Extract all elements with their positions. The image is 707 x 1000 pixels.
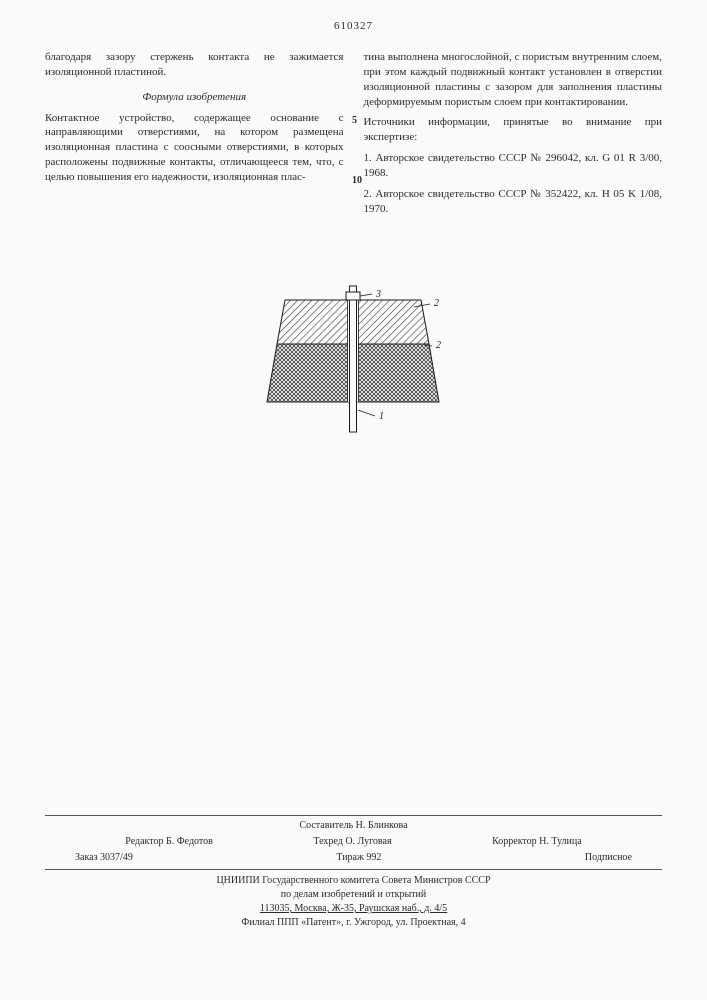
left-column: благодаря зазору стержень контакта не за… [45,50,344,222]
footer-block: Составитель Н. Блинкова Редактор Б. Федо… [45,815,662,930]
left-p2: Контактное устройство, содержащее основа… [45,111,344,185]
line-number-10: 10 [352,175,362,186]
formula-heading: Формула изобретения [45,90,344,105]
right-column: тина выполнена многослойной, с пористым … [364,50,663,222]
footer-editor: Редактор Б. Федотов [125,835,213,849]
footer-editors-row: Редактор Б. Федотов Техред О. Луговая Ко… [45,835,662,849]
footer-addr2: Филиал ППП «Патент», г. Ужгород, ул. Про… [45,916,662,930]
footer-composer-row: Составитель Н. Блинкова [45,819,662,833]
right-p3: 1. Авторское свидетельство СССР № 296042… [364,151,663,181]
footer-corrector: Корректор Н. Тулица [492,835,582,849]
footer-org2: по делам изобретений и открытий [45,888,662,902]
footer-techred: Техред О. Луговая [313,835,391,849]
svg-text:1: 1 [379,411,384,422]
svg-text:2: 2 [434,298,439,309]
text-columns: благодаря зазору стержень контакта не за… [45,50,662,222]
document-number: 610327 [45,20,662,32]
footer-org1: ЦНИИПИ Государственного комитета Совета … [45,874,662,888]
footer-tirazh: Тираж 992 [336,851,381,865]
line-number-5: 5 [352,115,357,126]
svg-text:3: 3 [375,289,381,300]
figure-container: 3 2 2 1 [45,282,662,437]
footer-rule-top [45,815,662,816]
right-p1: тина выполнена многослойной, с пористым … [364,50,663,109]
left-p1: благодаря зазору стержень контакта не за… [45,50,344,80]
right-p4: 2. Авторское свидетельство СССР № 352422… [364,187,663,217]
footer-composer: Составитель Н. Блинкова [299,819,407,833]
svg-text:2: 2 [436,340,441,351]
patent-figure: 3 2 2 1 [266,282,441,437]
right-p2: Источники информации, принятые во внима­… [364,115,663,145]
footer-order-row: Заказ 3037/49 Тираж 992 Подписное [45,851,662,870]
footer-addr1: 113035, Москва, Ж-35, Раушская наб., д. … [45,902,662,916]
footer-podpis: Подписное [585,851,632,865]
footer-order: Заказ 3037/49 [75,851,133,865]
